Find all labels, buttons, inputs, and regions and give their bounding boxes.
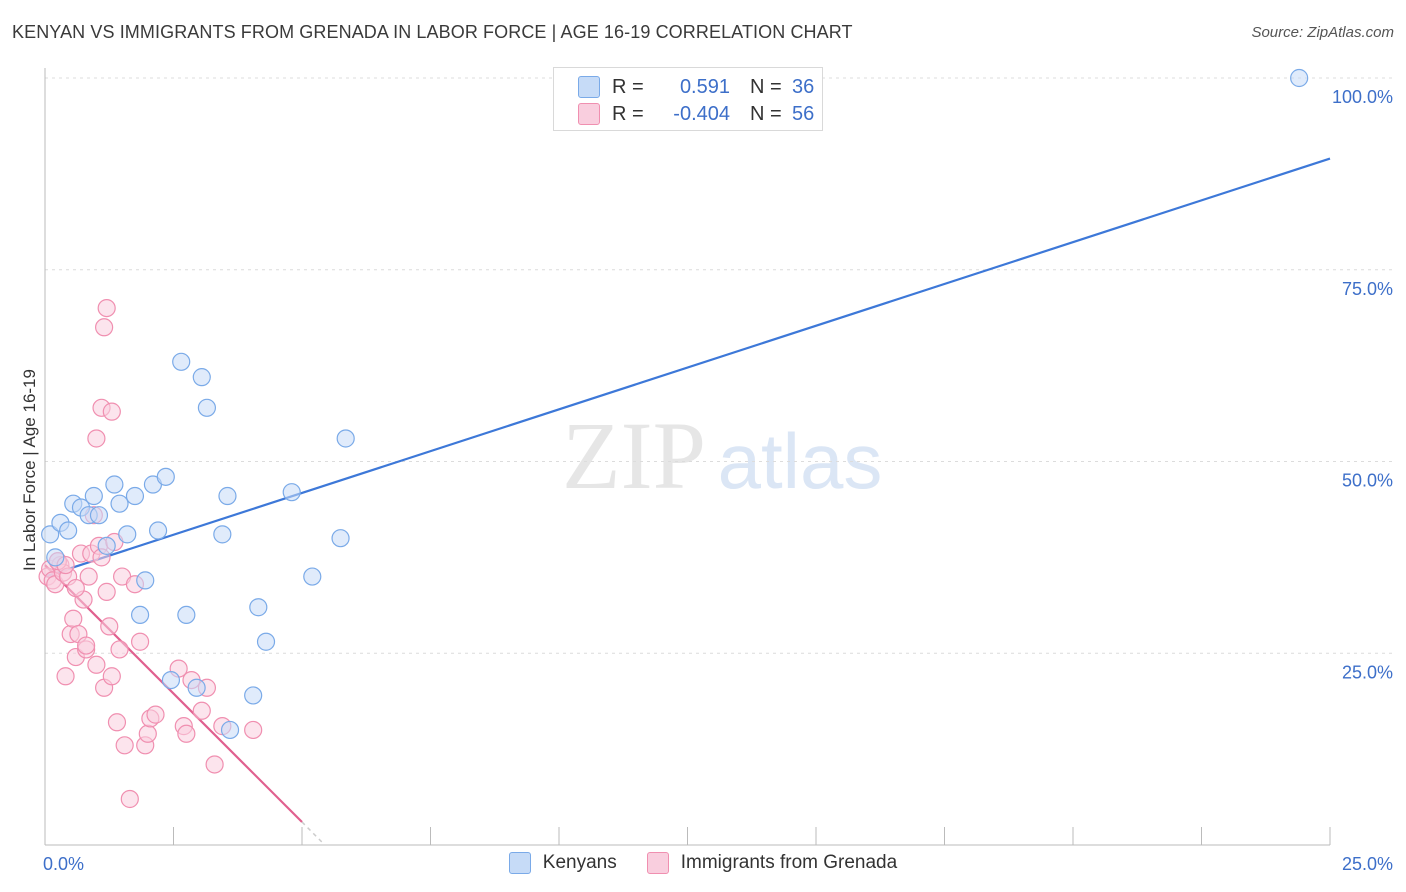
series-legend: Kenyans Immigrants from Grenada (0, 852, 1406, 874)
point-grenada (115, 736, 134, 755)
point-kenyans (59, 521, 78, 540)
y-tick-label: 75.0% (1342, 279, 1393, 299)
trend-line-kenyans (44, 157, 1331, 578)
kenyans-legend-swatch (508, 852, 531, 874)
point-grenada (244, 720, 263, 740)
point-grenada (138, 724, 157, 743)
watermark: ZIP atlas (562, 402, 882, 509)
trend-lines (44, 157, 1331, 844)
grenada-swatch (578, 103, 600, 125)
point-kenyans (187, 678, 206, 697)
point-grenada (97, 299, 116, 318)
point-kenyans (249, 598, 268, 617)
point-grenada (66, 578, 85, 598)
point-grenada (177, 724, 196, 743)
chart-title: KENYAN VS IMMIGRANTS FROM GRENADA IN LAB… (12, 22, 853, 42)
point-kenyans (41, 525, 60, 544)
point-kenyans (97, 536, 116, 555)
y-tick-label: 50.0% (1342, 471, 1393, 491)
point-kenyans (213, 525, 232, 544)
kenyans-swatch (578, 76, 600, 98)
point-grenada (100, 617, 119, 636)
point-grenada (130, 632, 150, 651)
x-tick-label: 0.0% (43, 854, 84, 874)
legend-item-grenada[interactable]: Immigrants from Grenada (646, 852, 898, 874)
legend-item-kenyans[interactable]: Kenyans (508, 852, 617, 874)
point-kenyans (172, 352, 191, 371)
point-kenyans (105, 475, 124, 494)
point-kenyans (197, 398, 217, 417)
trend-line-grenada (44, 564, 303, 823)
stats-legend: R = 0.591 N = 36 R = -0.404 N = 56 (553, 67, 823, 131)
r-value: 0.591 (679, 75, 730, 98)
point-kenyans (336, 429, 355, 448)
point-grenada (120, 789, 139, 809)
point-grenada (97, 582, 116, 601)
point-kenyans (331, 529, 350, 548)
point-kenyans (1290, 68, 1309, 88)
point-grenada (102, 667, 121, 686)
point-kenyans (303, 567, 322, 586)
point-grenada (87, 429, 106, 448)
r-label: R = (612, 75, 644, 98)
point-grenada (95, 318, 114, 337)
point-kenyans (118, 525, 137, 544)
tick-labels: 100.0% 75.0% 50.0% 25.0% 0.0% 25.0% (43, 87, 1393, 874)
point-grenada (56, 667, 75, 686)
point-grenada (192, 701, 211, 720)
n-value: 36 (792, 75, 815, 98)
source-credit: Source: ZipAtlas.com (1251, 24, 1394, 41)
point-kenyans (46, 548, 65, 567)
point-kenyans (244, 686, 263, 705)
r-label: R = (612, 102, 644, 125)
point-grenada (79, 567, 98, 586)
point-kenyans (282, 483, 301, 502)
data-points (38, 68, 1309, 809)
point-kenyans (192, 368, 211, 387)
legend-label: Immigrants from Grenada (680, 852, 898, 873)
y-tick-label: 100.0% (1332, 87, 1393, 107)
point-grenada (77, 636, 96, 655)
watermark-zip: ZIP (562, 402, 706, 509)
point-kenyans (136, 571, 155, 590)
grid-lines (45, 77, 1393, 654)
point-kenyans (130, 605, 150, 625)
point-grenada (87, 655, 106, 674)
point-kenyans (125, 486, 145, 506)
point-grenada (64, 609, 83, 628)
point-grenada (110, 640, 129, 659)
grenada-legend-swatch (646, 852, 669, 874)
n-label: N = (750, 102, 782, 125)
point-kenyans (218, 486, 237, 506)
stat-row-grenada: R = -0.404 N = 56 (578, 101, 814, 127)
point-kenyans (177, 605, 196, 625)
point-kenyans (84, 486, 103, 506)
axes (44, 68, 1331, 846)
y-tick-label: 25.0% (1342, 662, 1393, 682)
r-value: -0.404 (673, 102, 730, 125)
point-kenyans (161, 670, 181, 690)
point-grenada (102, 402, 121, 421)
x-tick-label: 25.0% (1342, 854, 1393, 874)
point-grenada (146, 705, 165, 724)
point-grenada (205, 755, 224, 774)
point-kenyans (110, 494, 129, 513)
point-kenyans (256, 632, 276, 651)
point-grenada (107, 713, 127, 732)
stat-row-kenyans: R = 0.591 N = 36 (578, 74, 814, 100)
n-label: N = (750, 75, 782, 98)
point-kenyans (156, 467, 175, 486)
point-kenyans (220, 720, 240, 740)
trend-line-grenada-extension (301, 821, 324, 844)
legend-label: Kenyans (542, 852, 617, 873)
point-kenyans (148, 521, 168, 540)
n-value: 56 (792, 102, 815, 125)
point-kenyans (89, 506, 109, 525)
